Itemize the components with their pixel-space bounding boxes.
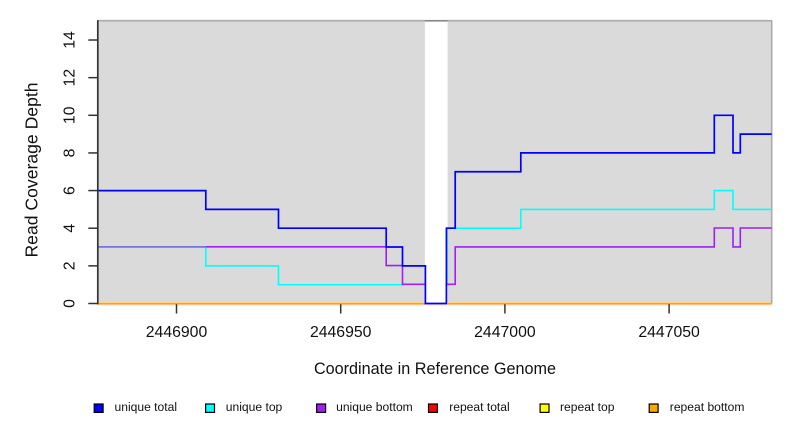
svg-text:repeat top: repeat top bbox=[560, 400, 615, 414]
svg-text:4: 4 bbox=[62, 224, 79, 233]
svg-text:12: 12 bbox=[62, 69, 79, 87]
svg-text:2446900: 2446900 bbox=[146, 324, 208, 341]
svg-text:2447000: 2447000 bbox=[474, 324, 536, 341]
svg-text:unique total: unique total bbox=[115, 400, 178, 414]
svg-text:0: 0 bbox=[62, 299, 79, 308]
svg-text:10: 10 bbox=[62, 106, 79, 124]
svg-text:2446950: 2446950 bbox=[310, 324, 372, 341]
svg-text:repeat bottom: repeat bottom bbox=[670, 400, 745, 414]
svg-text:repeat total: repeat total bbox=[449, 400, 510, 414]
svg-text:2: 2 bbox=[62, 261, 79, 270]
svg-text:6: 6 bbox=[62, 186, 79, 195]
svg-text:14: 14 bbox=[62, 31, 79, 49]
svg-text:2447050: 2447050 bbox=[638, 324, 700, 341]
svg-text:Read Coverage Depth: Read Coverage Depth bbox=[22, 82, 42, 257]
svg-text:unique bottom: unique bottom bbox=[336, 400, 413, 414]
svg-text:8: 8 bbox=[62, 148, 79, 157]
svg-text:Coordinate in Reference Genome: Coordinate in Reference Genome bbox=[314, 360, 556, 378]
svg-text:unique top: unique top bbox=[226, 400, 283, 414]
